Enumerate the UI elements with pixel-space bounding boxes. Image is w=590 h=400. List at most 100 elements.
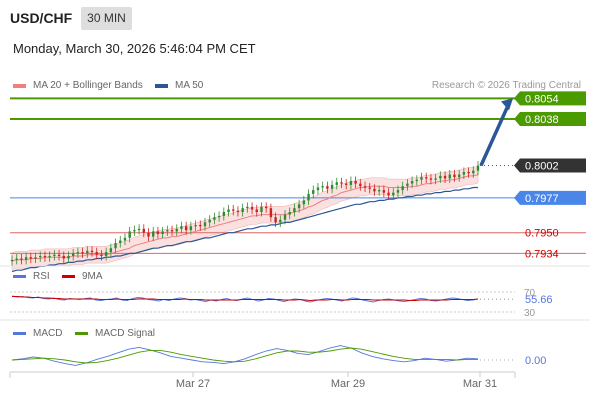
candle-body — [354, 181, 357, 184]
candle-body — [166, 230, 169, 232]
candle-body — [316, 187, 320, 191]
level-label-target1: 0.8038 — [525, 114, 559, 126]
macd-signal-legend-swatch — [75, 332, 88, 335]
rsi-tick-30: 30 — [524, 308, 536, 319]
macd-signal-line — [11, 347, 478, 364]
level-tag-target2 — [514, 91, 586, 106]
level-tag-last — [514, 158, 586, 173]
level-label-pivot: 0.7977 — [525, 193, 559, 205]
candle-body — [321, 186, 324, 188]
candle-body — [152, 231, 155, 237]
candle-body — [62, 255, 65, 259]
candle-body — [81, 252, 84, 254]
candle-body — [330, 184, 334, 189]
candle-body — [443, 175, 447, 179]
timeframe-button[interactable]: 30 MIN — [81, 7, 132, 30]
candle-body — [425, 177, 428, 179]
candle-body — [76, 252, 80, 254]
research-credit: Research © 2026 Trading Central — [431, 80, 581, 91]
candle-body — [392, 192, 395, 196]
candle-body — [227, 209, 230, 213]
candle-body — [467, 171, 470, 174]
candle-body — [10, 259, 14, 262]
ma20-legend-swatch — [13, 84, 26, 88]
macd-legend-label: MACD — [33, 328, 63, 339]
candle-body — [90, 250, 94, 253]
candle-body — [415, 179, 419, 182]
candle-body — [269, 208, 273, 218]
candle-body — [326, 186, 329, 189]
candle-body — [448, 174, 451, 179]
candle-body — [236, 210, 240, 213]
candle-body — [302, 200, 306, 205]
candle-body — [43, 255, 47, 258]
candle-body — [373, 188, 376, 192]
rsi-ma-legend-swatch — [62, 275, 75, 278]
time-axis-label: Mar 27 — [176, 378, 210, 390]
candle-body — [86, 250, 89, 254]
candle-body — [382, 190, 386, 193]
candle-body — [457, 174, 461, 178]
candle-body — [53, 254, 56, 256]
ma50-line — [11, 186, 478, 273]
rsi-line — [11, 295, 479, 303]
candle-body — [147, 232, 150, 237]
rsi-last-value: 55.66 — [525, 294, 553, 306]
candle-body — [203, 222, 207, 227]
candle-body — [15, 258, 18, 260]
candle-body — [39, 255, 42, 258]
candle-body — [288, 212, 291, 215]
candle-body — [476, 165, 480, 171]
level-label-support1: 0.7950 — [525, 228, 559, 240]
candle-body — [20, 258, 23, 260]
candle-body — [123, 237, 127, 241]
candle-body — [439, 175, 442, 179]
level-label-support2: 0.7934 — [525, 248, 559, 260]
candle-body — [462, 171, 466, 175]
candle-body — [29, 257, 33, 259]
macd-last-value: 0.00 — [525, 355, 546, 367]
candle-body — [156, 231, 160, 234]
rsi-ma-legend-label: 9MA — [82, 271, 103, 282]
candle-body — [241, 208, 244, 213]
candle-body — [104, 252, 108, 256]
candle-body — [363, 186, 367, 188]
candle-body — [137, 228, 141, 231]
candle-body — [128, 231, 131, 238]
macd-line — [11, 345, 479, 366]
candle-body — [283, 214, 287, 220]
rsi-legend-swatch — [13, 275, 26, 278]
candle-body — [396, 190, 400, 193]
level-label-last: 0.8002 — [525, 161, 559, 173]
rsi-legend-label: RSI — [33, 271, 50, 282]
candle-body — [222, 212, 226, 216]
candle-body — [133, 230, 136, 232]
chart-header: USD/CHF 30 MIN — [0, 0, 590, 40]
candle-body — [194, 224, 197, 227]
candle-body — [95, 252, 98, 255]
candle-body — [109, 248, 113, 253]
ma20-legend-label: MA 20 + Bollinger Bands — [33, 80, 143, 91]
candle-body — [255, 209, 258, 213]
candle-body — [199, 224, 202, 227]
candle-body — [184, 226, 188, 231]
candle-body — [349, 181, 353, 185]
level-label-target2: 0.8054 — [525, 93, 559, 105]
candle-body — [71, 253, 75, 256]
macd-legend-swatch — [13, 332, 26, 335]
candle-body — [208, 219, 211, 223]
candle-body — [180, 226, 183, 229]
candle-body — [472, 170, 475, 174]
symbol-title: USD/CHF — [10, 10, 73, 26]
candle-body — [368, 187, 371, 189]
candle-body — [420, 177, 423, 180]
candle-body — [274, 217, 277, 223]
ma20-line — [11, 174, 479, 262]
candle-body — [67, 255, 70, 259]
rsi-tick-70: 70 — [524, 288, 536, 299]
candle-body — [170, 230, 174, 232]
candle-body — [335, 182, 338, 185]
candle-body — [189, 226, 193, 231]
ma50-legend-swatch — [155, 84, 168, 88]
candle-body — [260, 206, 263, 213]
